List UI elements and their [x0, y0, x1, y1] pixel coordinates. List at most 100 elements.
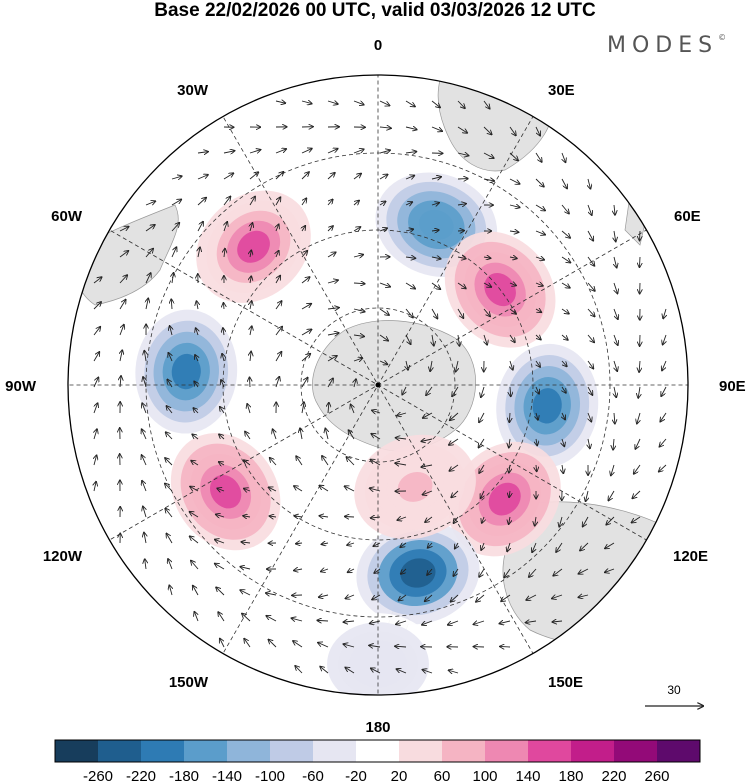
wind-arrow — [509, 178, 520, 184]
wind-arrow — [327, 226, 333, 232]
wind-arrow — [198, 247, 200, 258]
wind-arrow — [370, 488, 381, 491]
wind-arrow — [451, 594, 459, 602]
lon-label-30w: 30W — [177, 82, 209, 99]
wind-arrow — [321, 543, 329, 544]
wind-arrow — [509, 438, 510, 448]
wind-arrow — [509, 516, 510, 524]
wind-arrow — [425, 594, 433, 601]
lon-label-90e: 90E — [719, 378, 746, 395]
wind-arrow — [379, 175, 388, 180]
wind-arrow — [614, 230, 616, 241]
wind-arrow — [405, 152, 416, 153]
wind-arrow — [268, 640, 277, 648]
colorbar-tick-label: -180 — [169, 768, 199, 783]
wind-arrow — [250, 326, 252, 336]
colorbar-tick-label: -140 — [212, 768, 242, 783]
wind-arrow — [301, 198, 306, 206]
wind-arrow — [301, 172, 309, 180]
wind-arrow — [481, 490, 484, 498]
wind-arrow — [169, 585, 172, 596]
colorbar-swatch — [313, 740, 357, 762]
wind-arrow — [455, 542, 458, 549]
wind-arrow — [301, 329, 311, 336]
wind-arrow — [562, 152, 565, 162]
wind-arrow — [93, 277, 102, 284]
wind-arrow — [193, 408, 198, 414]
wind-arrow — [275, 276, 280, 284]
wind-arrow — [405, 257, 415, 258]
wind-arrow — [559, 516, 562, 527]
wind-arrow — [197, 152, 208, 153]
lon-label-150w: 150W — [169, 674, 209, 691]
wind-arrow — [481, 386, 484, 397]
wind-arrow — [483, 257, 490, 258]
wind-arrow — [143, 377, 146, 388]
wind-arrow — [93, 327, 100, 336]
wind-arrow — [223, 151, 234, 153]
wind-arrow — [449, 464, 459, 471]
wind-arrow — [327, 356, 337, 362]
wind-arrow — [479, 412, 485, 422]
wind-arrow — [327, 199, 333, 206]
wind-arrow — [453, 568, 459, 576]
lon-label-30e: 30E — [548, 82, 575, 99]
wind-arrow — [451, 490, 459, 497]
map-title: Base 22/02/2026 00 UTC, valid 03/03/2026… — [154, 0, 596, 21]
wind-arrow — [613, 334, 618, 345]
wind-arrow — [270, 458, 277, 466]
wind-arrow — [320, 667, 329, 674]
colorbar-tick-label: -260 — [83, 768, 113, 783]
wind-arrow — [94, 455, 97, 466]
wind-arrow — [397, 669, 407, 674]
wind-arrow — [536, 412, 538, 420]
wind-arrow — [427, 568, 433, 575]
wind-arrow — [634, 464, 641, 474]
wind-arrow — [428, 542, 432, 548]
wind-arrow — [354, 379, 356, 388]
wind-arrow — [250, 223, 253, 232]
wind-arrow — [142, 429, 147, 440]
wind-arrow — [457, 204, 466, 205]
wind-arrow — [587, 204, 592, 215]
wind-arrow — [120, 376, 121, 388]
wind-arrow — [561, 282, 570, 288]
wind-arrow — [509, 126, 516, 135]
wind-arrow — [327, 378, 333, 388]
wind-arrow — [142, 403, 147, 414]
wind-arrow — [374, 569, 381, 573]
colorbar-tick-label: 180 — [558, 768, 583, 783]
wind-arrow — [165, 509, 173, 518]
wind-arrow — [171, 176, 182, 179]
wind-arrow — [510, 360, 513, 370]
wind-arrow — [578, 568, 589, 574]
wind-arrow — [587, 282, 595, 291]
wind-arrow — [637, 412, 640, 424]
wind-arrow — [171, 247, 176, 258]
wind-arrow — [321, 569, 329, 571]
wind-arrow — [243, 516, 251, 517]
wind-arrow — [266, 593, 277, 595]
wind-arrow — [244, 489, 251, 491]
lon-label-120e: 120E — [673, 548, 708, 565]
lon-label-0: 0 — [374, 37, 382, 54]
wind-arrow — [296, 456, 303, 466]
wind-arrow — [431, 257, 441, 259]
colorbar-swatch — [614, 740, 658, 762]
wind-arrow — [241, 542, 251, 543]
wind-arrow — [190, 536, 199, 544]
map-border — [67, 74, 689, 696]
wind-arrow — [605, 569, 615, 572]
wind-arrow — [457, 100, 465, 108]
wind-arrow — [425, 516, 433, 522]
colorbar-swatch — [485, 740, 529, 762]
wind-arrow — [536, 438, 537, 445]
wind-arrow — [606, 516, 615, 525]
wind-arrow — [328, 403, 329, 414]
wind-arrow — [372, 410, 381, 413]
colorbar-tick-label: 60 — [434, 768, 451, 783]
wind-arrow — [458, 334, 459, 346]
wind-arrow — [405, 308, 413, 318]
colorbar-swatch — [55, 740, 99, 762]
